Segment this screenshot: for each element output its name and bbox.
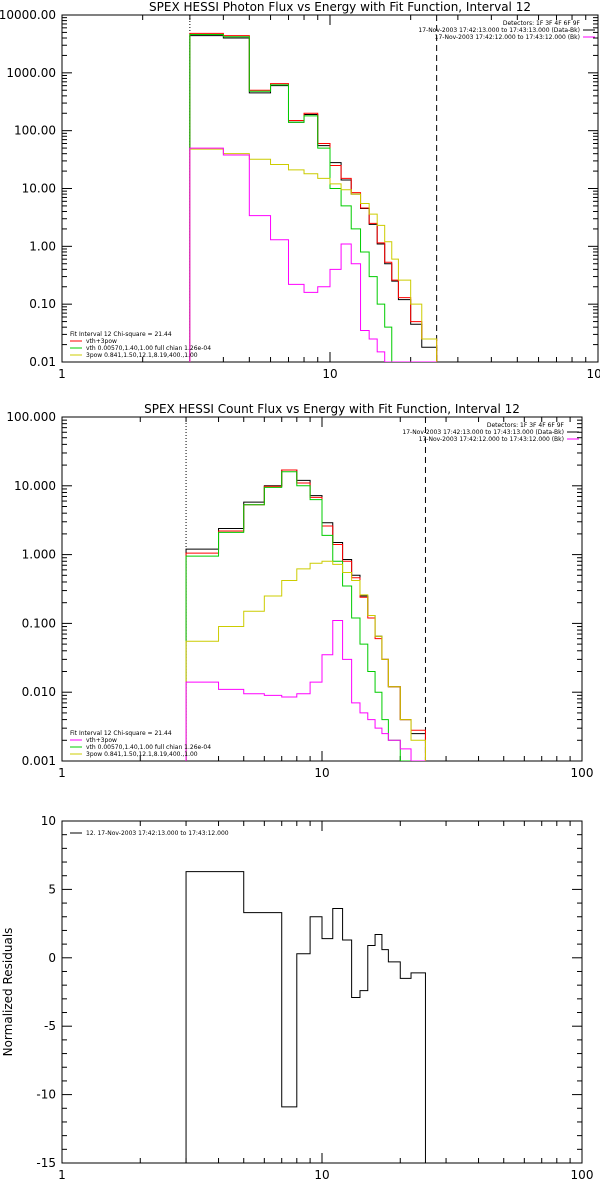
- x-tick-label: 1: [58, 766, 66, 780]
- y-tick-label: 1000.00: [6, 66, 56, 80]
- y-tick-label: 1.000: [22, 548, 56, 562]
- y-tick-label: 10.000: [14, 479, 56, 493]
- series-data-bk: [185, 469, 426, 761]
- plot-frame: [61, 416, 583, 762]
- count-flux-panel: SPEX HESSI Count Flux vs Energy with Fit…: [6, 402, 593, 780]
- chart-title: SPEX HESSI Count Flux vs Energy with Fit…: [144, 402, 520, 416]
- y-tick-label: 0.01: [29, 355, 56, 369]
- y-tick-label: 0: [48, 951, 56, 965]
- residuals-panel: 1 10 100 10 5 0 -5 -10 -15 Normalized Residuals 12…: [1, 814, 593, 1182]
- legend-label: 12. 17-Nov-2003 17:42:13.000 to 17:43:12…: [86, 830, 229, 837]
- legend-label: 17-Nov-2003 17:42:13.000 to 17:43:13.000…: [418, 27, 580, 34]
- photon-flux-panel: SPEX HESSI Photon Flux vs Energy with Fi…: [0, 0, 600, 381]
- series-group: [185, 469, 426, 761]
- series-vth-3pow: [189, 32, 438, 362]
- series-bk: [185, 620, 426, 761]
- series-12-17-nov-2003-17-42-13-000-to-17-43-12-000: [185, 871, 426, 1163]
- x-tick-label: 100: [571, 1168, 594, 1182]
- y-tick-label: 10000.00: [0, 8, 56, 22]
- y-tick-label: 0.100: [22, 616, 56, 630]
- legend-label: 17-Nov-2003 17:42:12.000 to 17:43:12.000…: [419, 436, 564, 443]
- legend-header: Fit Interval 12 Chi-square = 21.44: [70, 331, 172, 338]
- legend-label: 17-Nov-2003 17:42:13.000 to 17:43:13.000…: [402, 429, 564, 436]
- legend-label: vth+3pow: [86, 737, 117, 744]
- legend-label: vth+3pow: [86, 338, 117, 345]
- x-tick-label: 100: [571, 766, 594, 780]
- series-bk: [189, 147, 437, 362]
- legend-label: vth 0.00570,1.40,1.00 full chian 1.26e-0…: [86, 744, 211, 751]
- y-tick-label: 100.000: [6, 410, 56, 424]
- x-tick-label: 1: [58, 1168, 66, 1182]
- x-tick-label: 100: [587, 367, 600, 381]
- y-tick-label: 1.00: [29, 239, 56, 253]
- series-group: [189, 32, 438, 362]
- y-tick-label: 5: [48, 882, 56, 896]
- y-tick-label: -15: [36, 1156, 56, 1170]
- chart-title: SPEX HESSI Photon Flux vs Energy with Fi…: [149, 0, 531, 14]
- series-group: [185, 871, 426, 1163]
- legend-detectors: Detectors: 1F 3F 4F 6F 9F: [503, 20, 581, 27]
- series-vth: [189, 34, 437, 362]
- series-vth-3pow: [185, 469, 426, 761]
- x-tick-label: 10: [314, 1168, 329, 1182]
- series-3pow: [185, 560, 426, 761]
- legend-label: 3pow 0.841,1.50,12.1,8.19,400.,1.00: [86, 751, 198, 758]
- y-tick-label: 0.10: [29, 297, 56, 311]
- series-vth: [185, 471, 426, 761]
- legend-header: Fit Interval 12 Chi-square = 21.44: [70, 730, 172, 737]
- plot-frame: [61, 820, 583, 1164]
- series-3pow: [189, 148, 438, 362]
- y-tick-label: -10: [36, 1088, 56, 1102]
- y-axis-label: Normalized Residuals: [1, 928, 15, 1057]
- x-tick-label: 1: [58, 367, 66, 381]
- y-tick-label: 100.00: [14, 124, 56, 138]
- y-tick-label: 0.001: [22, 754, 56, 768]
- x-tick-label: 10: [322, 367, 337, 381]
- legend-detectors: Detectors: 1F 3F 4F 6F 9F: [487, 422, 565, 429]
- legend-label: 17-Nov-2003 17:42:12.000 to 17:43:12.000…: [435, 34, 580, 41]
- x-tick-label: 10: [314, 766, 329, 780]
- y-tick-label: 0.010: [22, 685, 56, 699]
- y-tick-label: -5: [44, 1019, 56, 1033]
- y-tick-label: 10.00: [22, 182, 56, 196]
- y-tick-label: 10: [41, 814, 56, 828]
- legend-label: 3pow 0.841,1.50,12.1,8.19,400.,1.00: [86, 352, 198, 359]
- legend-label: vth 0.00570,1.40,1.00 full chian 1.26e-0…: [86, 345, 211, 352]
- series-data-bk: [189, 35, 438, 362]
